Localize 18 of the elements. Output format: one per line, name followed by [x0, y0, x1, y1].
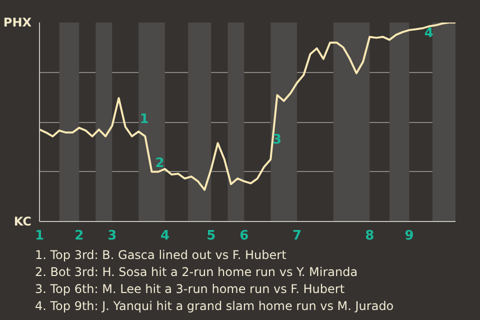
x-tick-label: 9 [404, 228, 414, 244]
annotation: 2 [155, 156, 164, 172]
x-tick-label: 2 [74, 228, 84, 244]
text: 3. Top 6th: M. Lee hit a 3-run home run vs F. Hubert [35, 282, 345, 296]
annotation: 1 [140, 112, 149, 128]
text: KC [14, 214, 32, 228]
text: 1. Top 3rd: B. Gasca lined out vs F. Hubert [35, 248, 286, 262]
x-tick-label: 8 [365, 228, 374, 244]
x-tick-label: 1 [34, 228, 44, 244]
text: 4. Top 9th: J. Yanqui hit a grand slam home run vs M. Jurado [35, 299, 394, 313]
text: 2. Bot 3rd: H. Sosa hit a 2-run home run vs Y. Miranda [35, 265, 358, 279]
text: PHX [3, 16, 32, 30]
x-tick-label: 7 [292, 228, 302, 244]
x-tick-label: 5 [206, 228, 216, 244]
annotation: 4 [424, 26, 434, 42]
x-tick-label: 6 [240, 228, 249, 244]
x-tick-label: 3 [108, 228, 117, 244]
x-tick-label: 4 [160, 228, 170, 244]
